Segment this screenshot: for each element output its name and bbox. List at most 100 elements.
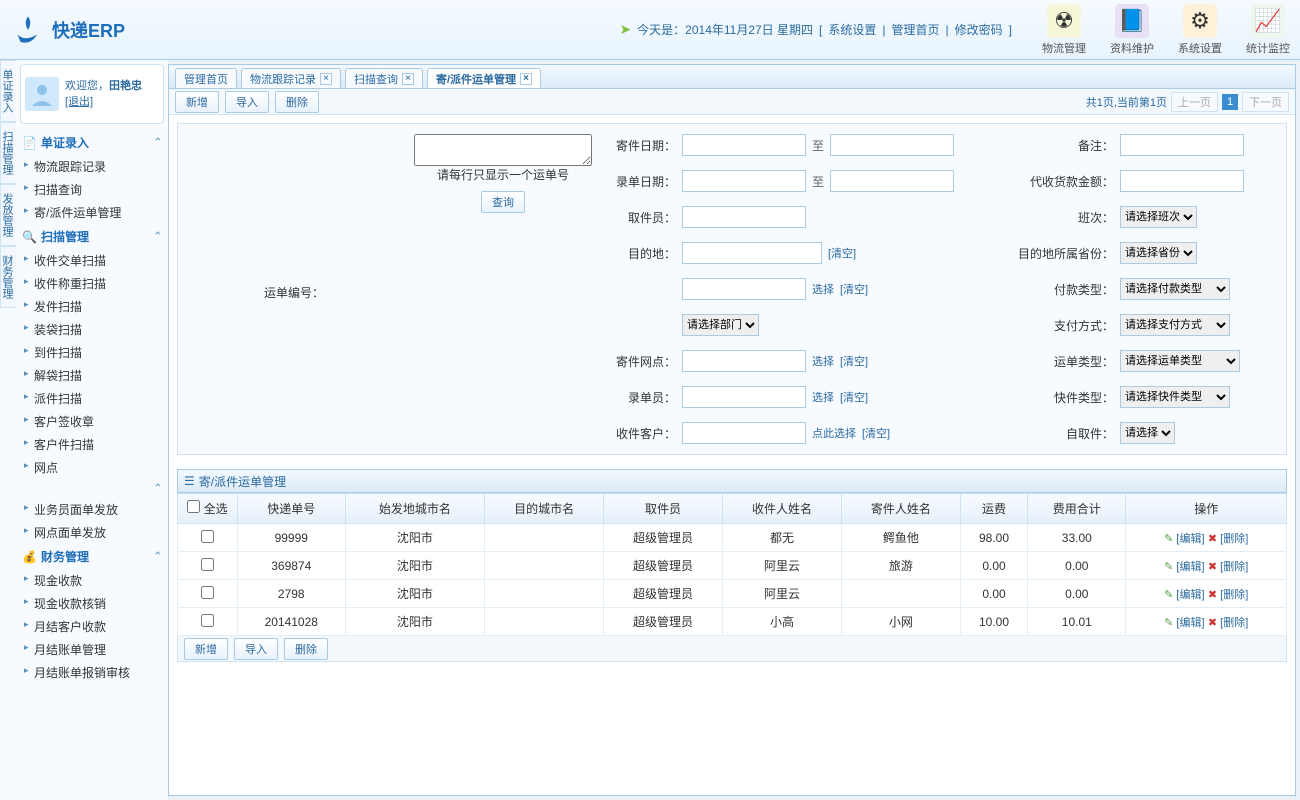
row-checkbox[interactable] bbox=[201, 586, 214, 599]
entryuser-select-link[interactable]: 选择 bbox=[812, 389, 834, 405]
pager-prev[interactable]: 上一页 bbox=[1171, 92, 1218, 112]
delete-link[interactable]: ✖ [删除] bbox=[1208, 533, 1248, 545]
dept-select[interactable]: 请选择部门 bbox=[682, 314, 759, 336]
import-button[interactable]: 导入 bbox=[225, 91, 269, 113]
nav-data-maint[interactable]: 📘资料维护 bbox=[1110, 4, 1154, 56]
x-icon: ✖ bbox=[1208, 561, 1217, 573]
edit-link[interactable]: ✎ [编辑] bbox=[1164, 561, 1204, 573]
select-input[interactable] bbox=[682, 278, 806, 300]
send-site-input[interactable] bbox=[682, 350, 806, 372]
picker-input[interactable] bbox=[682, 206, 806, 228]
entry-user-input[interactable] bbox=[682, 386, 806, 408]
nav-item[interactable]: 月结账单管理 bbox=[20, 638, 164, 661]
site-select-link[interactable]: 选择 bbox=[812, 353, 834, 369]
select-all-checkbox[interactable] bbox=[187, 500, 200, 513]
nav-item[interactable]: 业务员面单发放 bbox=[20, 498, 164, 521]
edit-link[interactable]: ✎ [编辑] bbox=[1164, 589, 1204, 601]
nav-item[interactable]: 到件扫描 bbox=[20, 341, 164, 364]
send-date-from[interactable] bbox=[682, 134, 806, 156]
nav-item[interactable]: 收件交单扫描 bbox=[20, 249, 164, 272]
nav-item[interactable]: 网点 bbox=[20, 456, 164, 479]
delete-button-2[interactable]: 删除 bbox=[284, 638, 328, 660]
link-change-pwd[interactable]: 修改密码 bbox=[955, 21, 1003, 38]
vtab-finance[interactable]: 财务管理 bbox=[0, 246, 16, 308]
pager-next[interactable]: 下一页 bbox=[1242, 92, 1289, 112]
tab-waybill-mgmt[interactable]: 寄/派件运单管理× bbox=[427, 68, 541, 88]
waybill-textarea[interactable] bbox=[414, 134, 592, 166]
clear-link[interactable]: [清空] bbox=[840, 281, 868, 297]
nav-logistics[interactable]: ☢物流管理 bbox=[1042, 4, 1086, 56]
nav-item[interactable]: 收件称重扫描 bbox=[20, 272, 164, 295]
nav-item[interactable]: 月结账单报销审核 bbox=[20, 661, 164, 684]
remark-input[interactable] bbox=[1120, 134, 1244, 156]
nav-item-track[interactable]: 物流跟踪记录 bbox=[20, 155, 164, 178]
tab-track[interactable]: 物流跟踪记录× bbox=[241, 68, 341, 88]
edit-link[interactable]: ✎ [编辑] bbox=[1164, 533, 1204, 545]
pencil-icon: ✎ bbox=[1164, 589, 1173, 601]
delete-button[interactable]: 删除 bbox=[275, 91, 319, 113]
nav-item[interactable]: 发件扫描 bbox=[20, 295, 164, 318]
nav-item[interactable]: 网点面单发放 bbox=[20, 521, 164, 544]
add-button[interactable]: 新增 bbox=[175, 91, 219, 113]
shift-select[interactable]: 请选择班次 bbox=[1120, 206, 1197, 228]
site-clear-link[interactable]: [清空] bbox=[840, 353, 868, 369]
close-icon[interactable]: × bbox=[320, 73, 332, 85]
receiver-input[interactable] bbox=[682, 422, 806, 444]
nav-group-scan[interactable]: 🔍扫描管理⌃ bbox=[20, 224, 164, 249]
entry-date-from[interactable] bbox=[682, 170, 806, 192]
close-icon[interactable]: × bbox=[520, 73, 532, 85]
province-select[interactable]: 请选择省份 bbox=[1120, 242, 1197, 264]
vtab-entry[interactable]: 单证录入 bbox=[0, 60, 16, 122]
main: 管理首页 物流跟踪记录× 扫描查询× 寄/派件运单管理× 新增 导入 删除 共1… bbox=[168, 64, 1296, 796]
nav-item-scan-query[interactable]: 扫描查询 bbox=[20, 178, 164, 201]
send-date-to[interactable] bbox=[830, 134, 954, 156]
select-link[interactable]: 选择 bbox=[812, 281, 834, 297]
dest-clear[interactable]: [清空] bbox=[828, 245, 856, 261]
close-icon[interactable]: × bbox=[402, 73, 414, 85]
tab-home[interactable]: 管理首页 bbox=[175, 68, 237, 88]
delete-link[interactable]: ✖ [删除] bbox=[1208, 589, 1248, 601]
selfpick-select[interactable]: 请选择 bbox=[1120, 422, 1175, 444]
query-button[interactable]: 查询 bbox=[481, 191, 525, 213]
add-button-2[interactable]: 新增 bbox=[184, 638, 228, 660]
exptype-select[interactable]: 请选择快件类型 bbox=[1120, 386, 1230, 408]
delete-link[interactable]: ✖ [删除] bbox=[1208, 617, 1248, 629]
tab-scan-query[interactable]: 扫描查询× bbox=[345, 68, 423, 88]
nav-item[interactable]: 派件扫描 bbox=[20, 387, 164, 410]
edit-link[interactable]: ✎ [编辑] bbox=[1164, 617, 1204, 629]
cell-no: 99999 bbox=[238, 524, 346, 552]
waybilltype-select[interactable]: 请选择运单类型 bbox=[1120, 350, 1240, 372]
nav-item[interactable]: 客户签收章 bbox=[20, 410, 164, 433]
delete-link[interactable]: ✖ [删除] bbox=[1208, 561, 1248, 573]
vtab-issue[interactable]: 发放管理 bbox=[0, 184, 16, 246]
payway-select[interactable]: 请选择支付方式 bbox=[1120, 314, 1230, 336]
nav-item[interactable]: 现金收款核销 bbox=[20, 592, 164, 615]
nav-item[interactable]: 月结客户收款 bbox=[20, 615, 164, 638]
logout-link[interactable]: [退出] bbox=[65, 96, 93, 108]
entryuser-clear-link[interactable]: [清空] bbox=[840, 389, 868, 405]
dest-input[interactable] bbox=[682, 242, 822, 264]
nav-item[interactable]: 客户件扫描 bbox=[20, 433, 164, 456]
nav-group-issue[interactable]: ⌃ bbox=[20, 479, 164, 498]
row-checkbox[interactable] bbox=[201, 558, 214, 571]
link-admin-home[interactable]: 管理首页 bbox=[892, 21, 940, 38]
nav-stats[interactable]: 📈统计监控 bbox=[1246, 4, 1290, 56]
paytype-select[interactable]: 请选择付款类型 bbox=[1120, 278, 1230, 300]
cod-input[interactable] bbox=[1120, 170, 1244, 192]
entry-date-to[interactable] bbox=[830, 170, 954, 192]
nav-item[interactable]: 装袋扫描 bbox=[20, 318, 164, 341]
nav-item[interactable]: 现金收款 bbox=[20, 569, 164, 592]
nav-group-entry[interactable]: 📄单证录入⌃ bbox=[20, 130, 164, 155]
logo-icon bbox=[10, 12, 46, 48]
nav-item[interactable]: 解袋扫描 bbox=[20, 364, 164, 387]
nav-item-waybill-mgmt[interactable]: 寄/派件运单管理 bbox=[20, 201, 164, 224]
row-checkbox[interactable] bbox=[201, 530, 214, 543]
nav-sys-settings[interactable]: ⚙系统设置 bbox=[1178, 4, 1222, 56]
vtab-scan[interactable]: 扫描管理 bbox=[0, 122, 16, 184]
row-checkbox[interactable] bbox=[201, 614, 214, 627]
receiver-clear-link[interactable]: [清空] bbox=[862, 425, 890, 441]
link-sys-settings[interactable]: 系统设置 bbox=[828, 21, 876, 38]
nav-group-finance[interactable]: 💰财务管理⌃ bbox=[20, 544, 164, 569]
receiver-select-link[interactable]: 点此选择 bbox=[812, 425, 856, 441]
import-button-2[interactable]: 导入 bbox=[234, 638, 278, 660]
